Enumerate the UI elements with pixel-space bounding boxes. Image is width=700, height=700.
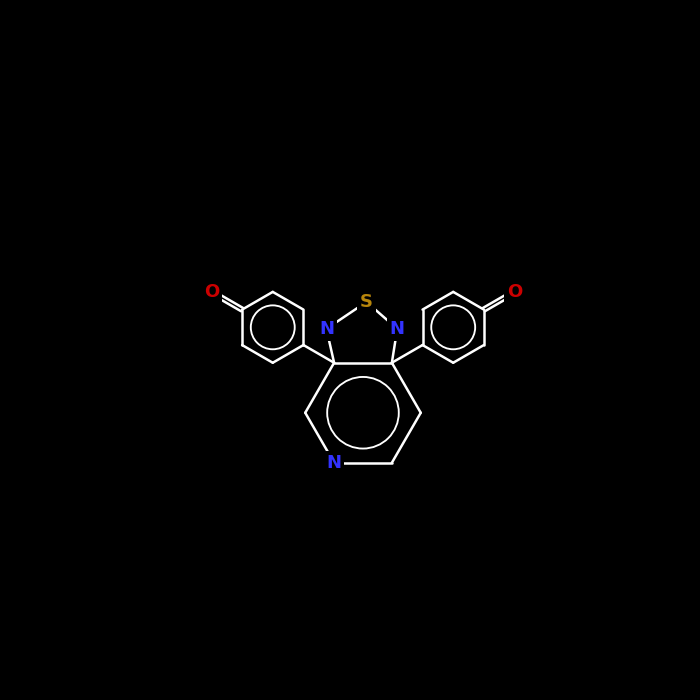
- Text: N: N: [327, 454, 342, 472]
- Text: O: O: [507, 283, 522, 301]
- Text: N: N: [390, 320, 405, 338]
- Text: S: S: [360, 293, 373, 311]
- Text: O: O: [204, 283, 219, 301]
- Text: N: N: [319, 320, 334, 338]
